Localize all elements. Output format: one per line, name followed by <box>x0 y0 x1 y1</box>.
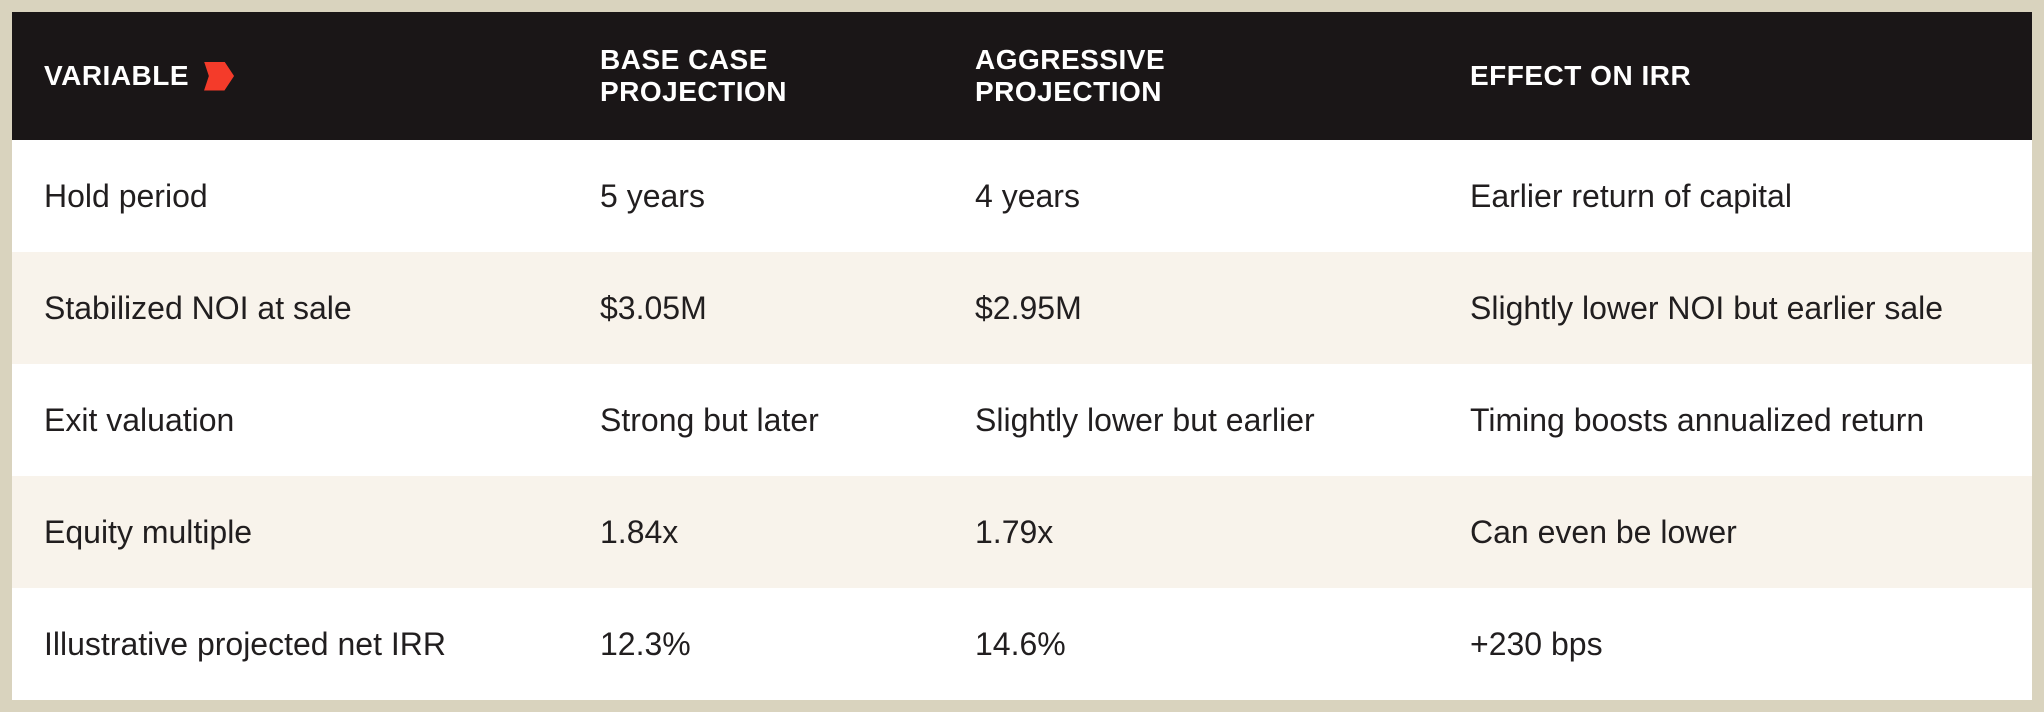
column-header-variable: VARIABLE <box>44 60 600 92</box>
cell-base-case: $3.05M <box>600 289 707 326</box>
column-header-effect-on-irr: EFFECT ON IRR <box>1470 60 2032 92</box>
cell-effect: Earlier return of capital <box>1470 177 1792 214</box>
cell-variable: Equity multiple <box>44 513 253 550</box>
table-header-row: VARIABLE BASE CASE PROJECTION AGGRESSIVE… <box>12 12 2032 140</box>
cell-variable: Hold period <box>44 177 208 214</box>
cell-variable: Illustrative projected net IRR <box>44 625 446 662</box>
table-row: Hold period 5 years 4 years Earlier retu… <box>12 140 2032 252</box>
cell-base-case: Strong but later <box>600 401 819 438</box>
table-row: Equity multiple 1.84x 1.79x Can even be … <box>12 476 2032 588</box>
cell-base-case: 5 years <box>600 177 705 214</box>
cell-effect: Timing boosts annualized return <box>1470 401 1925 438</box>
cell-aggressive: Slightly lower but earlier <box>975 401 1315 438</box>
cell-aggressive: $2.95M <box>975 289 1082 326</box>
column-header-label: BASE CASE PROJECTION <box>600 43 788 107</box>
cell-variable: Stabilized NOI at sale <box>44 289 352 326</box>
cell-base-case: 1.84x <box>600 513 679 550</box>
table-row: Illustrative projected net IRR 12.3% 14.… <box>12 588 2032 700</box>
cell-variable: Exit valuation <box>44 401 235 438</box>
column-header-label: VARIABLE <box>44 59 190 91</box>
cell-effect: Slightly lower NOI but earlier sale <box>1470 289 1944 326</box>
cell-effect: Can even be lower <box>1470 513 1737 550</box>
cell-aggressive: 1.79x <box>975 513 1054 550</box>
table-row: Stabilized NOI at sale $3.05M $2.95M Sli… <box>12 252 2032 364</box>
cell-aggressive: 14.6% <box>975 625 1066 662</box>
projection-table: VARIABLE BASE CASE PROJECTION AGGRESSIVE… <box>12 12 2032 700</box>
cell-aggressive: 4 years <box>975 177 1080 214</box>
table-row: Exit valuation Strong but later Slightly… <box>12 364 2032 476</box>
column-header-aggressive: AGGRESSIVE PROJECTION <box>975 44 1470 109</box>
cell-effect: +230 bps <box>1470 625 1603 662</box>
column-header-base-case: BASE CASE PROJECTION <box>600 44 975 109</box>
column-header-label: EFFECT ON IRR <box>1470 59 1692 91</box>
column-header-label: AGGRESSIVE PROJECTION <box>975 43 1166 107</box>
cell-base-case: 12.3% <box>600 625 691 662</box>
red-chevron-icon <box>204 61 235 91</box>
